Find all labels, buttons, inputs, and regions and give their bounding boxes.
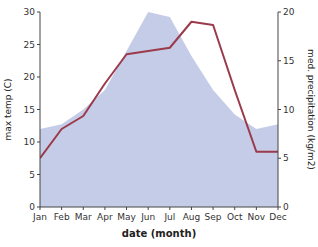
y-tick — [37, 142, 40, 143]
y2-tick-label: 0 — [283, 202, 289, 212]
x-tick-label: Jan — [32, 212, 47, 222]
x-tick-label: Aug — [183, 212, 201, 222]
y2-axis-label: med. precipitation (kg/m2) — [306, 49, 316, 170]
axes: 0 5 10 15 20 25 30 0 5 10 15 20 Jan Feb Mar Apr May Jun Ju… — [24, 7, 295, 222]
x-tick-label: Jul — [163, 212, 175, 222]
x-tick-label: May — [117, 212, 136, 222]
x-tick — [278, 207, 279, 210]
x-tick — [256, 207, 257, 210]
x-tick-label: Apr — [97, 212, 113, 222]
y-tick-label: 25 — [24, 40, 35, 50]
x-tick — [234, 207, 235, 210]
y2-tick-label: 20 — [283, 7, 295, 17]
x-tick-label: Feb — [54, 212, 70, 222]
y-tick — [37, 77, 40, 78]
y2-tick-label: 15 — [283, 56, 294, 66]
y-tick-label: 10 — [24, 137, 36, 147]
x-tick — [148, 207, 149, 210]
x-tick — [104, 207, 105, 210]
x-tick — [40, 207, 41, 210]
chart: 0 5 10 15 20 25 30 0 5 10 15 20 Jan Feb Mar Apr May Jun Ju… — [0, 0, 318, 247]
x-tick — [191, 207, 192, 210]
x-axis-line — [40, 207, 278, 208]
y2-tick-label: 10 — [283, 105, 295, 115]
y2-tick — [278, 109, 281, 110]
x-tick — [126, 207, 127, 210]
y2-tick — [278, 158, 281, 159]
x-tick-label: Mar — [75, 212, 92, 222]
x-tick — [169, 207, 170, 210]
y-tick-label: 20 — [24, 72, 36, 82]
y-tick — [37, 109, 40, 110]
x-tick-label: Jun — [140, 212, 155, 222]
temperature-line — [40, 22, 278, 159]
y2-tick-label: 5 — [283, 153, 289, 163]
x-tick-label: Sep — [205, 212, 222, 222]
x-tick-label: Oct — [227, 212, 243, 222]
y-tick — [37, 44, 40, 45]
y-axis-label: max temp (C) — [3, 78, 13, 140]
x-tick-label: Dec — [269, 212, 286, 222]
y-tick-label: 5 — [29, 170, 35, 180]
x-tick-label: Nov — [248, 212, 266, 222]
y2-tick — [278, 60, 281, 61]
x-axis-label: date (month) — [122, 228, 196, 239]
y-tick — [37, 174, 40, 175]
x-tick — [213, 207, 214, 210]
y2-tick — [278, 12, 281, 13]
x-tick — [83, 207, 84, 210]
y-tick-label: 0 — [29, 202, 35, 212]
y-tick-label: 15 — [24, 105, 35, 115]
y-tick-label: 30 — [24, 7, 36, 17]
precipitation-area — [40, 12, 278, 207]
data — [40, 12, 278, 207]
x-tick — [61, 207, 62, 210]
y-tick — [37, 12, 40, 13]
